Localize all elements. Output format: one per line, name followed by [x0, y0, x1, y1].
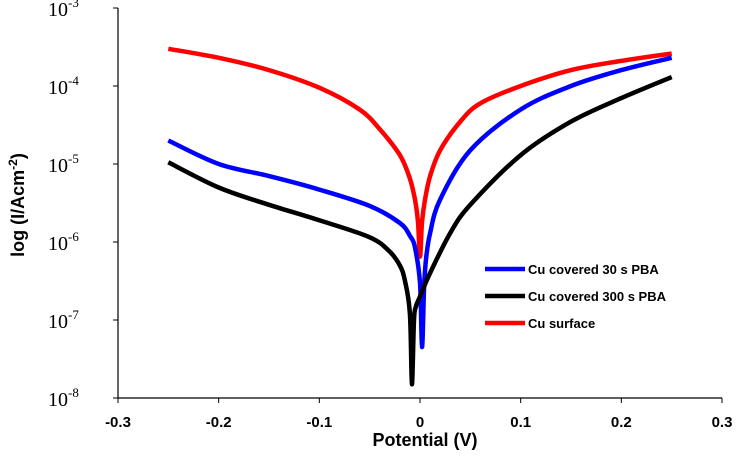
y-axis-title: log (I/Acm-2)	[6, 153, 28, 257]
y-tick-base: 10	[48, 155, 68, 177]
y-tick-label: 10-3	[48, 0, 79, 21]
y-tick-base: 10	[48, 389, 68, 411]
y-tick-label: 10-4	[48, 73, 79, 99]
y-tick-label: 10-6	[48, 229, 79, 255]
x-tick-label: 0.3	[712, 414, 733, 431]
x-tick-label: -0.3	[105, 414, 131, 431]
y-axis-title-close: )	[8, 153, 28, 159]
legend: Cu covered 30 s PBA Cu covered 300 s PBA C…	[485, 262, 667, 331]
y-tick-exponent: -5	[68, 151, 79, 166]
y-tick-exponent: -6	[68, 229, 79, 244]
y-tick-base: 10	[48, 311, 68, 333]
series-line-cu-covered-30-s-pba	[167, 55, 673, 350]
y-tick-exponent: -7	[68, 307, 79, 322]
legend-label: Cu covered 300 s PBA	[528, 289, 667, 304]
y-axis-ticks: 10-310-410-510-610-710-8	[48, 0, 118, 411]
y-axis-title-main: log (I/Acm	[8, 170, 28, 257]
x-tick-label: -0.1	[306, 414, 332, 431]
y-tick-exponent: -8	[68, 385, 79, 400]
series-line-cu-covered-300-s-pba	[167, 75, 673, 387]
x-tick-label: -0.2	[206, 414, 232, 431]
y-tick-label: 10-8	[48, 385, 79, 411]
plot-series	[167, 46, 673, 387]
y-tick-label: 10-7	[48, 307, 79, 333]
y-tick-exponent: -4	[68, 73, 79, 88]
y-tick-exponent: -3	[68, 0, 79, 10]
legend-label: Cu surface	[528, 316, 595, 331]
y-tick-base: 10	[48, 233, 68, 255]
series-line-cu-surface	[167, 46, 673, 259]
x-tick-label: 0.1	[510, 414, 531, 431]
x-tick-label: 0	[416, 414, 424, 431]
legend-label: Cu covered 30 s PBA	[528, 262, 659, 277]
x-axis-title: Potential (V)	[372, 430, 477, 450]
y-tick-base: 10	[48, 0, 68, 21]
x-tick-label: 0.2	[611, 414, 632, 431]
svg-text:log (I/Acm-2): log (I/Acm-2)	[6, 153, 28, 257]
y-tick-label: 10-5	[48, 151, 79, 177]
y-tick-base: 10	[48, 77, 68, 99]
x-axis-ticks: -0.3 -0.2 -0.1 0 0.1 0.2 0.3	[105, 398, 732, 431]
y-axis-title-sup: -2	[6, 159, 20, 170]
